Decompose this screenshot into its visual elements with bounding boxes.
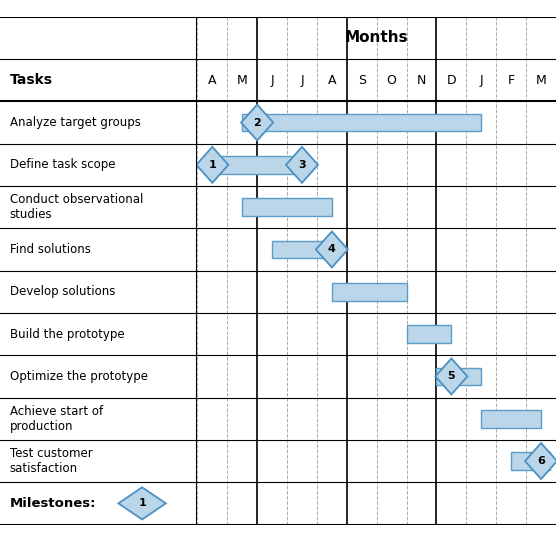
Bar [242,198,332,216]
Text: 3: 3 [298,160,306,170]
Text: Achieve start of
production: Achieve start of production [10,405,103,433]
Text: A: A [327,74,336,86]
Text: M: M [535,74,547,86]
Polygon shape [196,147,229,183]
Text: Define task scope: Define task scope [10,158,115,171]
Text: 6: 6 [537,456,545,466]
Text: 4: 4 [328,244,336,254]
Text: O: O [386,74,396,86]
Text: S: S [358,74,366,86]
Bar [406,325,451,343]
Bar [272,240,332,258]
Polygon shape [286,147,318,183]
Text: Test customer
satisfaction: Test customer satisfaction [10,447,93,475]
Text: F: F [508,74,515,86]
Text: Optimize the prototype: Optimize the prototype [10,370,148,383]
Polygon shape [316,232,348,267]
Text: 5: 5 [448,372,455,382]
Text: 1: 1 [138,498,146,508]
Bar [436,368,481,386]
Text: 1: 1 [208,160,216,170]
Bar [332,283,406,301]
Text: A: A [208,74,217,86]
Polygon shape [241,104,273,141]
Text: Conduct observational
studies: Conduct observational studies [10,193,143,221]
Text: J: J [300,74,304,86]
Bar [212,156,302,174]
Text: Tasks: Tasks [10,73,53,87]
Text: J: J [479,74,483,86]
Text: Analyze target groups: Analyze target groups [10,116,141,129]
Text: 2: 2 [254,118,261,128]
Bar [242,114,481,132]
Text: N: N [417,74,426,86]
Text: Milestones:: Milestones: [10,497,96,510]
Text: D: D [446,74,456,86]
Text: Develop solutions: Develop solutions [10,285,115,299]
Text: Months: Months [345,30,409,45]
Text: M: M [237,74,247,86]
Polygon shape [435,358,468,395]
Bar [511,452,550,470]
Text: J: J [270,74,274,86]
Text: Find solutions: Find solutions [10,243,91,256]
Polygon shape [525,443,556,479]
Bar [481,410,541,427]
Polygon shape [118,487,166,519]
Text: Build the prototype: Build the prototype [10,328,125,340]
